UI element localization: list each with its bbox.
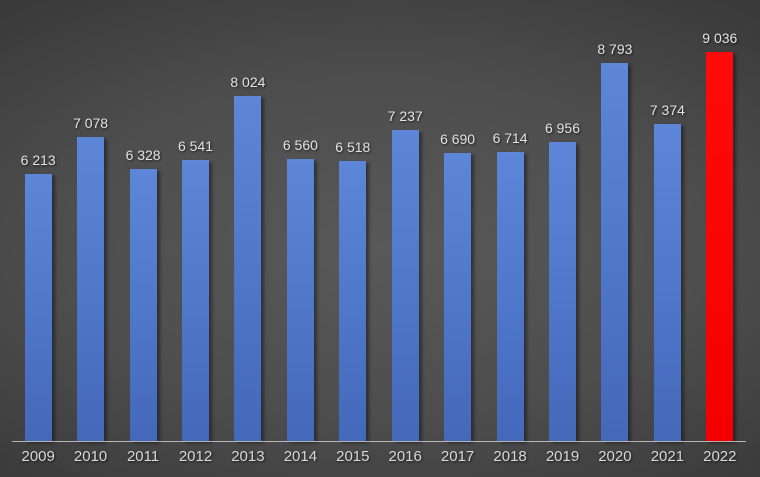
x-tick-label-2020: 2020: [598, 448, 632, 465]
value-label-2018: 6 714: [492, 130, 528, 146]
x-tick-label-2017: 2017: [440, 448, 475, 465]
bar-2020[interactable]: [601, 63, 629, 441]
x-tick-label-2015: 2015: [336, 448, 370, 465]
value-label-2012: 6 541: [177, 138, 214, 154]
bar-2018[interactable]: [496, 152, 524, 441]
x-tick-label-2019: 2019: [545, 448, 580, 465]
value-label-2019: 6 956: [544, 120, 581, 136]
x-tick-label-2012: 2012: [178, 448, 213, 465]
bar-2012[interactable]: [182, 160, 209, 441]
x-tick-label-2021: 2021: [650, 448, 685, 465]
x-tick-label-2016: 2016: [388, 448, 422, 465]
value-label-2020: 8 793: [597, 41, 633, 57]
x-tick-label-2013: 2013: [231, 448, 265, 465]
value-label-2015: 6 518: [335, 139, 371, 155]
value-label-2017: 6 690: [440, 131, 476, 147]
value-label-2022: 9 036: [702, 30, 738, 46]
x-tick-label-2010: 2010: [73, 448, 108, 465]
bar-2009[interactable]: [24, 174, 52, 441]
bar-2013[interactable]: [234, 96, 262, 441]
value-label-2014: 6 560: [282, 137, 318, 153]
value-label-2013: 8 024: [230, 74, 266, 90]
x-tick-label-2014: 2014: [283, 448, 318, 465]
bar-2021[interactable]: [653, 124, 681, 441]
bar-2010[interactable]: [77, 137, 105, 441]
bar-2017[interactable]: [444, 153, 472, 441]
x-tick-label-2018: 2018: [493, 448, 527, 465]
bar-2014[interactable]: [286, 159, 314, 441]
x-tick-label-2022: 2022: [703, 448, 737, 465]
bar-2011[interactable]: [129, 169, 157, 441]
x-tick-label-2009: 2009: [21, 448, 55, 465]
bar-2022[interactable]: [706, 52, 734, 441]
x-axis-line: [12, 441, 746, 442]
bar-2019[interactable]: [549, 142, 576, 441]
bar-2015[interactable]: [339, 161, 367, 441]
x-tick-label-2011: 2011: [126, 448, 160, 465]
value-label-2010: 7 078: [73, 115, 109, 131]
value-label-2021: 7 374: [649, 102, 685, 118]
value-label-2009: 6 213: [20, 152, 56, 168]
bar-2016[interactable]: [391, 130, 419, 441]
value-label-2016: 7 237: [387, 108, 423, 124]
value-label-2011: 6 328: [125, 147, 161, 163]
